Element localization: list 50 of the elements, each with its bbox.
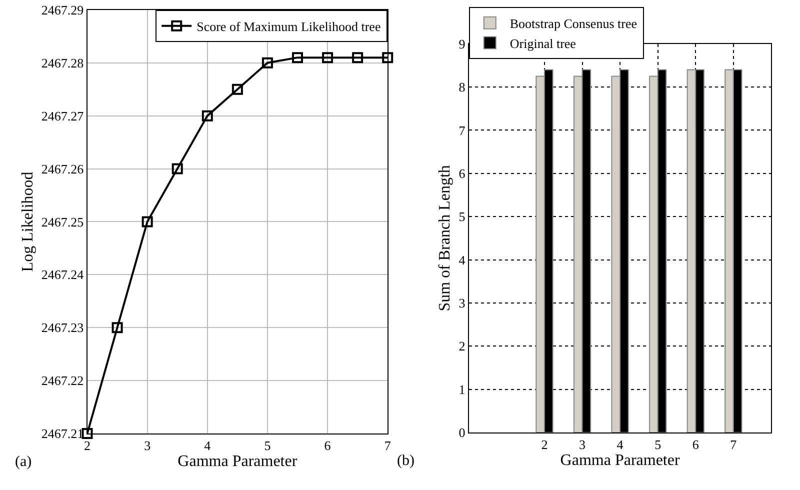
x-tick-label: 6 <box>692 437 700 452</box>
x-tick-label: 7 <box>730 437 738 452</box>
x-tick-label: 5 <box>654 437 662 452</box>
point <box>232 84 243 95</box>
y-axis-title: Sum of Branch Length <box>436 165 454 312</box>
legend-label: Original tree <box>510 36 576 51</box>
point <box>262 57 273 68</box>
point <box>82 428 93 440</box>
point <box>112 322 123 334</box>
text: (b) <box>397 453 414 469</box>
x-tick-label: 4 <box>616 437 624 452</box>
y-tick-label: 2 <box>458 338 466 354</box>
text: (a) <box>15 454 32 470</box>
point <box>292 52 303 64</box>
y-tick-label: 0 <box>458 425 466 440</box>
x-tick-label: 7 <box>384 438 392 454</box>
x-tick-label: 6 <box>324 438 332 454</box>
y-tick-label: 6 <box>458 166 466 181</box>
x-tick-label: 5 <box>264 438 271 454</box>
y-tick-label: 9 <box>458 36 466 52</box>
legend-label: Bootstrap Consenus tree <box>510 16 638 31</box>
x-axis-title: Gamma Parameter <box>560 452 680 470</box>
y-tick-label: 2467.22 <box>41 373 84 388</box>
y-tick-label: 7 <box>458 122 466 138</box>
y-tick-label: 3 <box>458 296 466 311</box>
y-tick-label: 2467.26 <box>41 161 84 176</box>
point <box>322 52 334 64</box>
x-tick-label: 2 <box>541 437 548 452</box>
y-tick-label: 5 <box>458 209 466 224</box>
y-tick-label: 2467.21 <box>41 426 84 442</box>
x-axis-title: Gamma Parameter <box>178 453 298 470</box>
x-tick-label: 3 <box>579 437 586 452</box>
point <box>382 52 394 64</box>
point <box>172 163 183 174</box>
y-tick-label: 2467.27 <box>41 108 84 124</box>
point <box>352 52 364 64</box>
y-tick-label: 2467.23 <box>41 320 84 336</box>
point <box>142 216 153 228</box>
y-tick-label: 2467.28 <box>41 55 84 70</box>
y-tick-label: 2467.25 <box>41 214 84 230</box>
y-tick-label: 2467.24 <box>41 267 84 282</box>
y-axis-title: Log Likelihood <box>19 172 36 272</box>
y-tick-label: 2467.29 <box>41 2 84 18</box>
legend-label: Score of Maximum Likelihood tree <box>196 18 381 34</box>
y-tick-label: 8 <box>458 80 466 95</box>
point <box>202 110 213 122</box>
x-tick-label: 3 <box>144 438 151 454</box>
y-tick-label: 4 <box>458 252 466 268</box>
x-tick-label: 4 <box>204 438 212 454</box>
y-tick-label: 1 <box>458 382 466 397</box>
